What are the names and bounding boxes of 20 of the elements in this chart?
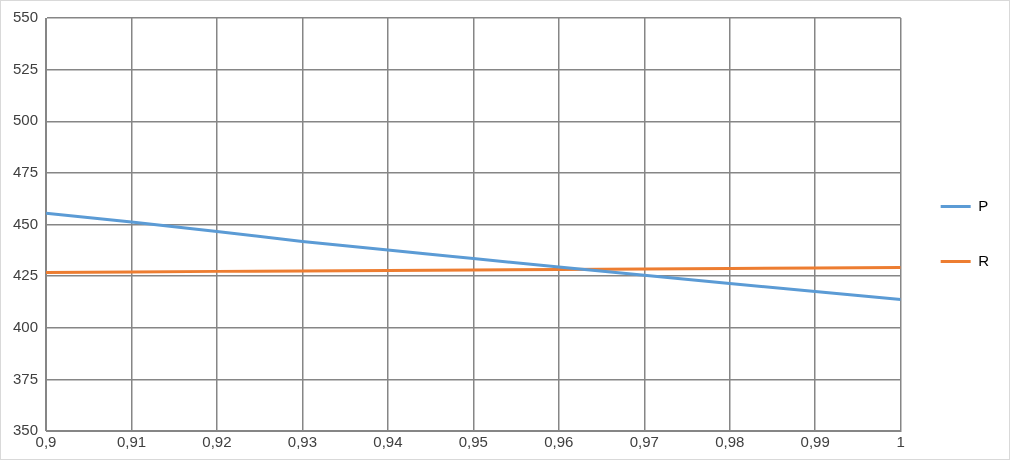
y-tick-label: 425 — [13, 266, 39, 284]
x-tick-label: 0,94 — [373, 433, 403, 451]
legend-label: P — [978, 196, 989, 214]
y-tick-label: 525 — [13, 59, 39, 77]
y-tick-label: 450 — [13, 214, 39, 232]
x-tick-label: 0,95 — [458, 433, 488, 451]
x-tick-label: 0,92 — [202, 433, 232, 451]
x-tick-label: 0,98 — [715, 433, 745, 451]
x-tick-label: 0,97 — [629, 433, 659, 451]
x-tick-label: 0,99 — [800, 433, 830, 451]
y-tick-label: 475 — [13, 163, 39, 181]
y-tick-label: 375 — [13, 369, 39, 387]
legend-label: R — [978, 251, 990, 269]
x-tick-label: 0,93 — [287, 433, 318, 451]
x-tick-label: 0,96 — [544, 433, 574, 451]
y-tick-label: 400 — [13, 317, 39, 335]
y-tick-label: 500 — [13, 111, 39, 129]
y-tick-label: 550 — [13, 8, 39, 26]
x-tick-label: 1 — [896, 433, 905, 451]
x-tick-label: 0,91 — [116, 433, 147, 451]
